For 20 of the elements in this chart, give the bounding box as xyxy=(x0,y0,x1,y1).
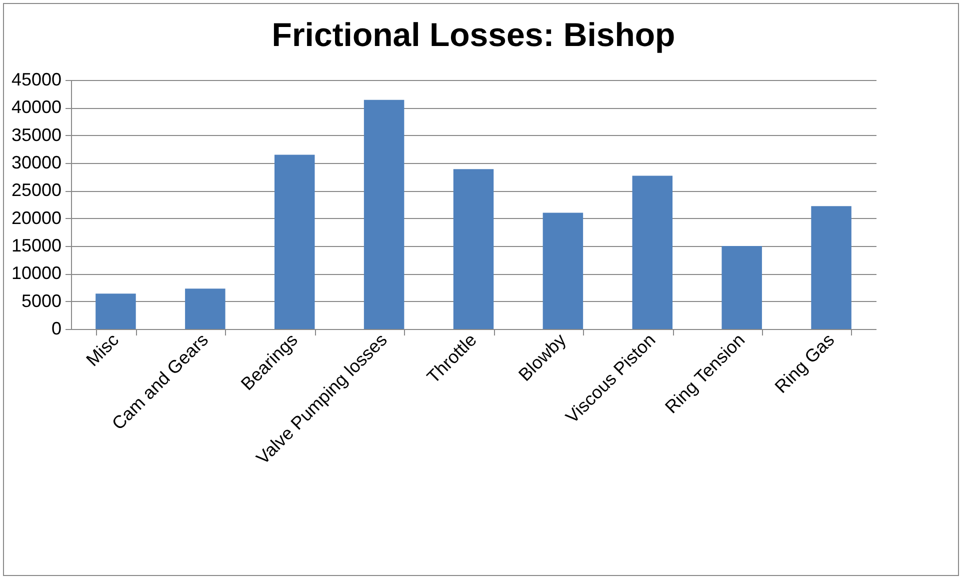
bar xyxy=(96,294,136,329)
chart-title: Frictional Losses: Bishop xyxy=(272,16,676,53)
y-tick-label: 25000 xyxy=(11,180,62,200)
y-tick-label: 5000 xyxy=(21,290,62,311)
y-tick-label: 10000 xyxy=(11,263,62,284)
y-tick-label: 35000 xyxy=(11,124,62,145)
bar xyxy=(185,288,226,329)
y-tick-label: 15000 xyxy=(11,236,62,256)
y-tick-label: 30000 xyxy=(11,152,62,172)
bar xyxy=(453,169,494,329)
y-tick-label: 0 xyxy=(51,318,62,338)
bar xyxy=(811,206,852,329)
y-tick-label: 45000 xyxy=(11,70,62,90)
y-tick-label: 40000 xyxy=(11,97,62,118)
bar xyxy=(364,100,404,329)
bar xyxy=(542,212,584,329)
bar xyxy=(274,154,315,329)
bar xyxy=(722,246,762,329)
bar xyxy=(632,176,673,329)
y-tick-label: 20000 xyxy=(11,208,62,228)
